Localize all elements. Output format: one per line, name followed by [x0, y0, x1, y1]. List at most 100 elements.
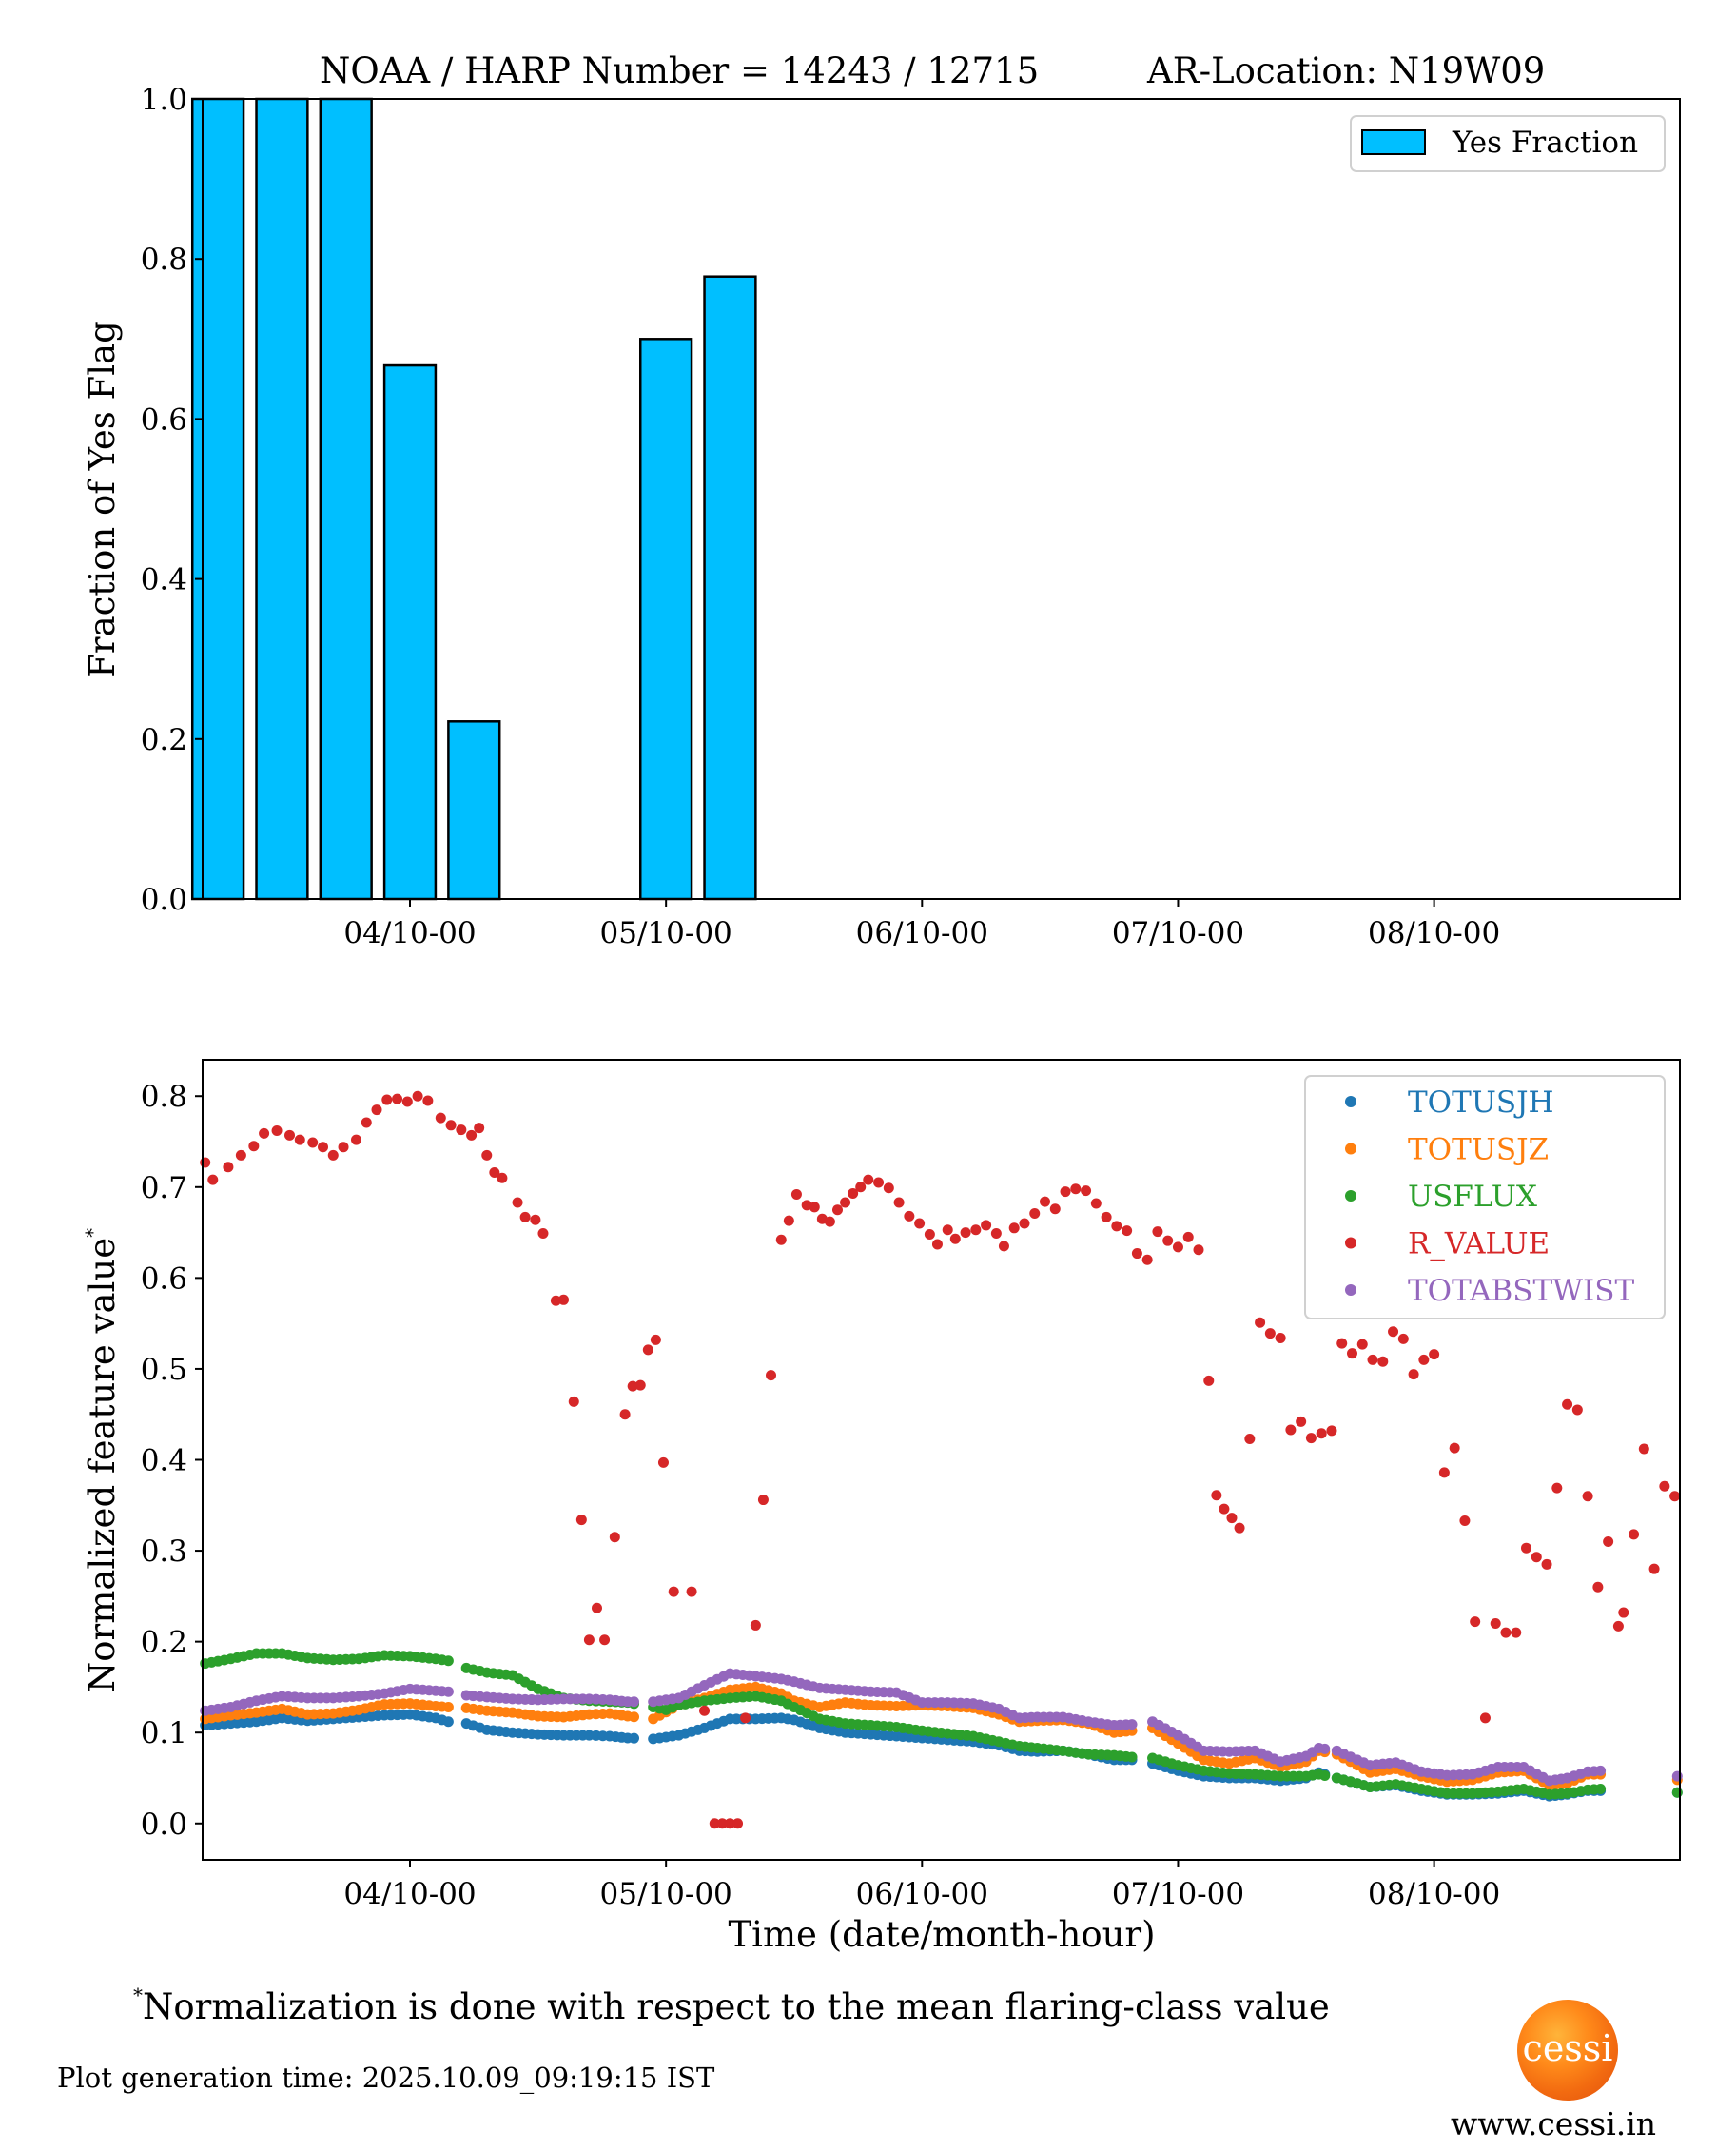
data-point-r_value — [558, 1294, 570, 1305]
legend-marker-r_value — [1345, 1237, 1356, 1249]
data-point-r_value — [1479, 1712, 1491, 1724]
y-tick-label: 0.2 — [141, 1626, 187, 1660]
legend-marker-usflux — [1345, 1190, 1356, 1202]
data-point-r_value — [445, 1120, 457, 1131]
bar — [638, 338, 693, 901]
data-point-r_value — [1429, 1349, 1440, 1360]
data-point-r_value — [1571, 1404, 1583, 1416]
data-point-r_value — [650, 1334, 661, 1345]
data-point-r_value — [998, 1241, 1009, 1252]
data-point-r_value — [942, 1224, 953, 1236]
data-point-r_value — [497, 1172, 508, 1183]
data-point-usflux — [1126, 1751, 1138, 1763]
data-point-usflux — [442, 1655, 454, 1667]
data-point-r_value — [831, 1204, 843, 1216]
top-legend: Yes Fraction — [1350, 115, 1666, 172]
data-point-r_value — [1070, 1183, 1082, 1195]
data-point-r_value — [1226, 1513, 1238, 1524]
data-point-r_value — [568, 1396, 579, 1407]
y-tick-label: 0.2 — [141, 723, 187, 757]
x-tick-label: 07/10-00 — [1112, 1877, 1244, 1911]
data-point-r_value — [1081, 1185, 1092, 1197]
data-point-r_value — [294, 1134, 305, 1145]
data-point-r_value — [338, 1142, 349, 1153]
data-point-r_value — [327, 1149, 339, 1161]
data-point-r_value — [1131, 1248, 1142, 1260]
data-point-r_value — [1377, 1356, 1389, 1367]
y-tick-label: 0.4 — [141, 1444, 187, 1478]
legend-label-r_value: R_VALUE — [1408, 1227, 1550, 1261]
data-point-r_value — [599, 1634, 611, 1646]
data-point-r_value — [284, 1129, 296, 1141]
data-point-r_value — [1397, 1333, 1409, 1344]
data-point-r_value — [931, 1239, 943, 1250]
x-tick-label: 04/10-00 — [343, 1877, 476, 1911]
data-point-totusjh — [442, 1716, 454, 1728]
data-point-r_value — [1296, 1416, 1307, 1427]
bar — [382, 363, 438, 901]
data-point-r_value — [686, 1586, 697, 1597]
data-point-r_value — [1234, 1522, 1245, 1534]
y-tick-label: 0.8 — [141, 243, 187, 277]
legend-label-usflux: USFLUX — [1408, 1180, 1537, 1214]
data-point-r_value — [1521, 1542, 1532, 1554]
y-tick-label: 0.0 — [141, 883, 187, 917]
data-point-r_value — [1648, 1563, 1660, 1574]
data-point-r_value — [1326, 1425, 1337, 1437]
data-point-r_value — [583, 1634, 595, 1646]
data-point-r_value — [863, 1174, 874, 1185]
data-point-r_value — [1060, 1186, 1071, 1198]
x-tick-label: 08/10-00 — [1368, 916, 1500, 950]
data-point-r_value — [1049, 1203, 1061, 1215]
data-point-r_value — [381, 1094, 393, 1105]
data-point-r_value — [1669, 1491, 1681, 1502]
data-point-r_value — [1582, 1491, 1593, 1502]
data-point-r_value — [724, 1818, 735, 1829]
data-point-r_value — [1356, 1339, 1368, 1350]
data-point-r_value — [1408, 1369, 1419, 1380]
bar — [255, 97, 309, 901]
data-point-r_value — [1603, 1536, 1614, 1548]
data-point-r_value — [634, 1379, 646, 1391]
footnote-marker: * — [133, 1984, 143, 2006]
data-point-totabstwist — [1595, 1765, 1607, 1776]
data-point-r_value — [223, 1162, 234, 1173]
data-point-r_value — [361, 1117, 372, 1128]
x-tick-label: 05/10-00 — [600, 916, 732, 950]
data-point-r_value — [575, 1515, 587, 1526]
data-point-r_value — [591, 1602, 602, 1613]
data-point-r_value — [1500, 1627, 1512, 1638]
data-point-r_value — [519, 1211, 531, 1222]
data-point-r_value — [1418, 1354, 1430, 1365]
chart-title-left: NOAA / HARP Number = 14243 / 12715 — [320, 50, 1039, 91]
data-point-r_value — [609, 1532, 620, 1543]
data-point-r_value — [1541, 1558, 1552, 1570]
data-point-r_value — [709, 1818, 720, 1829]
data-point-r_value — [466, 1129, 478, 1141]
data-point-r_value — [1182, 1231, 1194, 1242]
y-tick-label: 0.1 — [141, 1716, 187, 1750]
website-link[interactable]: www.cessi.in — [1451, 2105, 1657, 2142]
data-point-r_value — [1285, 1424, 1297, 1436]
data-point-r_value — [619, 1409, 631, 1420]
data-point-r_value — [1511, 1627, 1522, 1638]
data-point-r_value — [668, 1586, 679, 1597]
data-point-r_value — [422, 1095, 434, 1106]
data-point-r_value — [371, 1104, 382, 1116]
data-point-totusjz — [442, 1701, 454, 1712]
series-usflux — [200, 1648, 1683, 1800]
data-point-usflux — [1671, 1787, 1683, 1798]
x-tick-label: 07/10-00 — [1112, 916, 1244, 950]
data-point-r_value — [809, 1202, 820, 1213]
footnote-text: Normalization is done with respect to th… — [143, 1986, 1330, 2027]
data-point-r_value — [1219, 1503, 1230, 1515]
data-point-r_value — [1040, 1196, 1051, 1207]
data-point-r_value — [1211, 1490, 1222, 1501]
data-point-r_value — [855, 1182, 867, 1193]
data-point-r_value — [1255, 1317, 1266, 1328]
data-point-totabstwist — [1319, 1743, 1331, 1754]
data-point-r_value — [401, 1096, 413, 1107]
data-point-r_value — [1316, 1428, 1327, 1439]
data-point-r_value — [642, 1344, 653, 1356]
data-point-r_value — [914, 1218, 926, 1229]
